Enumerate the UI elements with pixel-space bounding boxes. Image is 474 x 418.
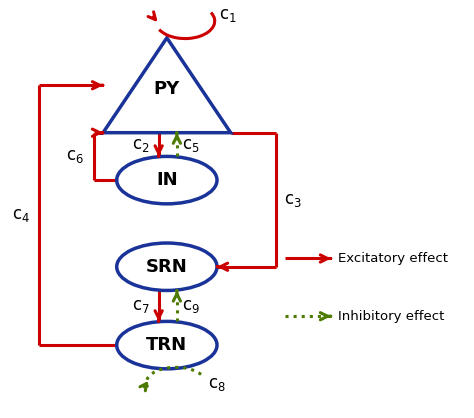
- Polygon shape: [103, 38, 231, 133]
- Text: PY: PY: [154, 80, 180, 98]
- Text: Inhibitory effect: Inhibitory effect: [338, 310, 444, 323]
- Text: Excitatory effect: Excitatory effect: [338, 252, 448, 265]
- Ellipse shape: [117, 243, 217, 291]
- Ellipse shape: [117, 321, 217, 369]
- Text: c$_4$: c$_4$: [12, 206, 30, 224]
- Text: c$_1$: c$_1$: [219, 6, 237, 24]
- Text: c$_9$: c$_9$: [182, 297, 201, 315]
- Text: SRN: SRN: [146, 258, 188, 276]
- Text: c$_2$: c$_2$: [132, 135, 149, 153]
- Text: c$_8$: c$_8$: [208, 375, 226, 393]
- Ellipse shape: [117, 156, 217, 204]
- Text: c$_6$: c$_6$: [66, 148, 84, 166]
- Text: c$_5$: c$_5$: [182, 135, 200, 153]
- Text: c$_3$: c$_3$: [284, 191, 302, 209]
- Text: c$_7$: c$_7$: [132, 297, 149, 315]
- Text: IN: IN: [156, 171, 178, 189]
- Text: TRN: TRN: [146, 336, 187, 354]
